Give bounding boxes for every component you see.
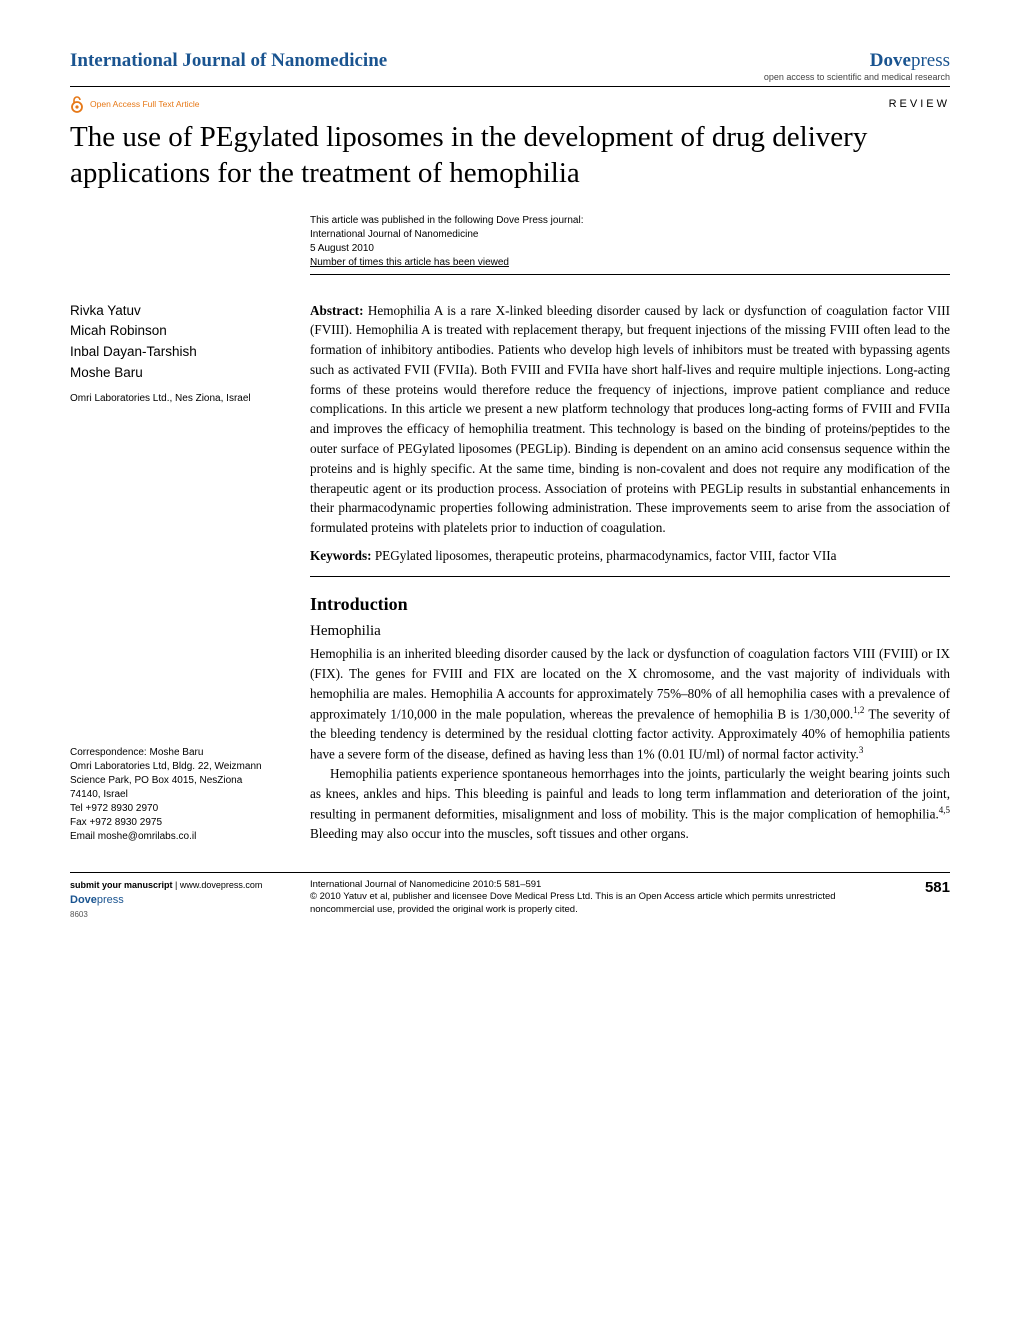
- submit-manuscript-link[interactable]: submit your manuscript | www.dovepress.c…: [70, 879, 275, 893]
- author: Micah Robinson: [70, 321, 275, 342]
- correspondence-name: Correspondence: Moshe Baru: [70, 746, 275, 760]
- abstract-text: Hemophilia A is a rare X-linked bleeding…: [310, 303, 950, 536]
- author-list: Rivka Yatuv Micah Robinson Inbal Dayan-T…: [70, 301, 275, 385]
- journal-title: International Journal of Nanomedicine: [70, 50, 387, 72]
- author: Rivka Yatuv: [70, 301, 275, 322]
- left-column: Rivka Yatuv Micah Robinson Inbal Dayan-T…: [70, 301, 275, 844]
- open-access-label: Open Access Full Text Article: [90, 99, 199, 109]
- pub-info-journal: International Journal of Nanomedicine: [310, 228, 950, 242]
- section-heading: Introduction: [310, 591, 950, 618]
- publication-info: This article was published in the follow…: [310, 214, 950, 275]
- abstract-label: Abstract:: [310, 303, 363, 318]
- main-content: Rivka Yatuv Micah Robinson Inbal Dayan-T…: [70, 301, 950, 844]
- pub-info-line: This article was published in the follow…: [310, 214, 950, 228]
- affiliation: Omri Laboratories Ltd., Nes Ziona, Israe…: [70, 392, 275, 406]
- footer-left: submit your manuscript | www.dovepress.c…: [70, 879, 275, 921]
- page-footer: submit your manuscript | www.dovepress.c…: [70, 872, 950, 921]
- pub-info-date: 5 August 2010: [310, 242, 950, 256]
- para-text: Bleeding may also occur into the muscles…: [310, 826, 689, 841]
- citation-ref: 1,2: [853, 705, 864, 715]
- brand-main: Dove: [870, 50, 911, 71]
- article-title: The use of PEgylated liposomes in the de…: [70, 119, 950, 192]
- article-type-label: REVIEW: [889, 98, 950, 110]
- publisher-block: Dovepress open access to scientific and …: [764, 50, 950, 82]
- body-paragraph: Hemophilia is an inherited bleeding diso…: [310, 644, 950, 764]
- brand-main: Dove: [70, 894, 97, 906]
- subsection-heading: Hemophilia: [310, 620, 950, 643]
- author: Moshe Baru: [70, 363, 275, 384]
- open-access-icon: [70, 95, 84, 113]
- authors-block: Rivka Yatuv Micah Robinson Inbal Dayan-T…: [70, 301, 275, 406]
- correspondence-email: Email moshe@omrilabs.co.il: [70, 830, 275, 844]
- author: Inbal Dayan-Tarshish: [70, 342, 275, 363]
- right-column: Abstract: Hemophilia A is a rare X-linke…: [310, 301, 950, 844]
- copyright: © 2010 Yatuv et al, publisher and licens…: [310, 891, 860, 917]
- publisher-brand: Dovepress: [764, 50, 950, 72]
- open-access-badge: Open Access Full Text Article: [70, 95, 199, 113]
- open-access-row: Open Access Full Text Article REVIEW: [70, 95, 950, 113]
- correspondence-fax: Fax +972 8930 2975: [70, 816, 275, 830]
- citation: International Journal of Nanomedicine 20…: [310, 879, 860, 892]
- publisher-tagline: open access to scientific and medical re…: [764, 72, 950, 82]
- body-paragraph: Hemophilia patients experience spontaneo…: [310, 764, 950, 844]
- page-number: 581: [895, 879, 950, 921]
- article-code: 8603: [70, 909, 275, 921]
- keywords-label: Keywords:: [310, 548, 372, 563]
- citation-ref: 3: [859, 745, 864, 755]
- footer-brand: Dovepress: [70, 892, 275, 909]
- keywords-text: PEGylated liposomes, therapeutic protein…: [372, 548, 837, 563]
- keywords: Keywords: PEGylated liposomes, therapeut…: [310, 546, 950, 577]
- submit-label: submit your manuscript: [70, 880, 173, 890]
- view-count-link[interactable]: Number of times this article has been vi…: [310, 256, 950, 270]
- correspondence-tel: Tel +972 8930 2970: [70, 802, 275, 816]
- submit-url: | www.dovepress.com: [173, 880, 263, 890]
- brand-suffix: press: [97, 894, 124, 906]
- citation-ref: 4,5: [939, 805, 950, 815]
- correspondence-block: Correspondence: Moshe Baru Omri Laborato…: [70, 746, 275, 844]
- page-header: International Journal of Nanomedicine Do…: [70, 50, 950, 87]
- correspondence-address: Omri Laboratories Ltd, Bldg. 22, Weizman…: [70, 760, 275, 802]
- para-text: Hemophilia patients experience spontaneo…: [310, 766, 950, 821]
- abstract: Abstract: Hemophilia A is a rare X-linke…: [310, 301, 950, 539]
- footer-center: International Journal of Nanomedicine 20…: [310, 879, 860, 921]
- brand-suffix: press: [911, 50, 950, 71]
